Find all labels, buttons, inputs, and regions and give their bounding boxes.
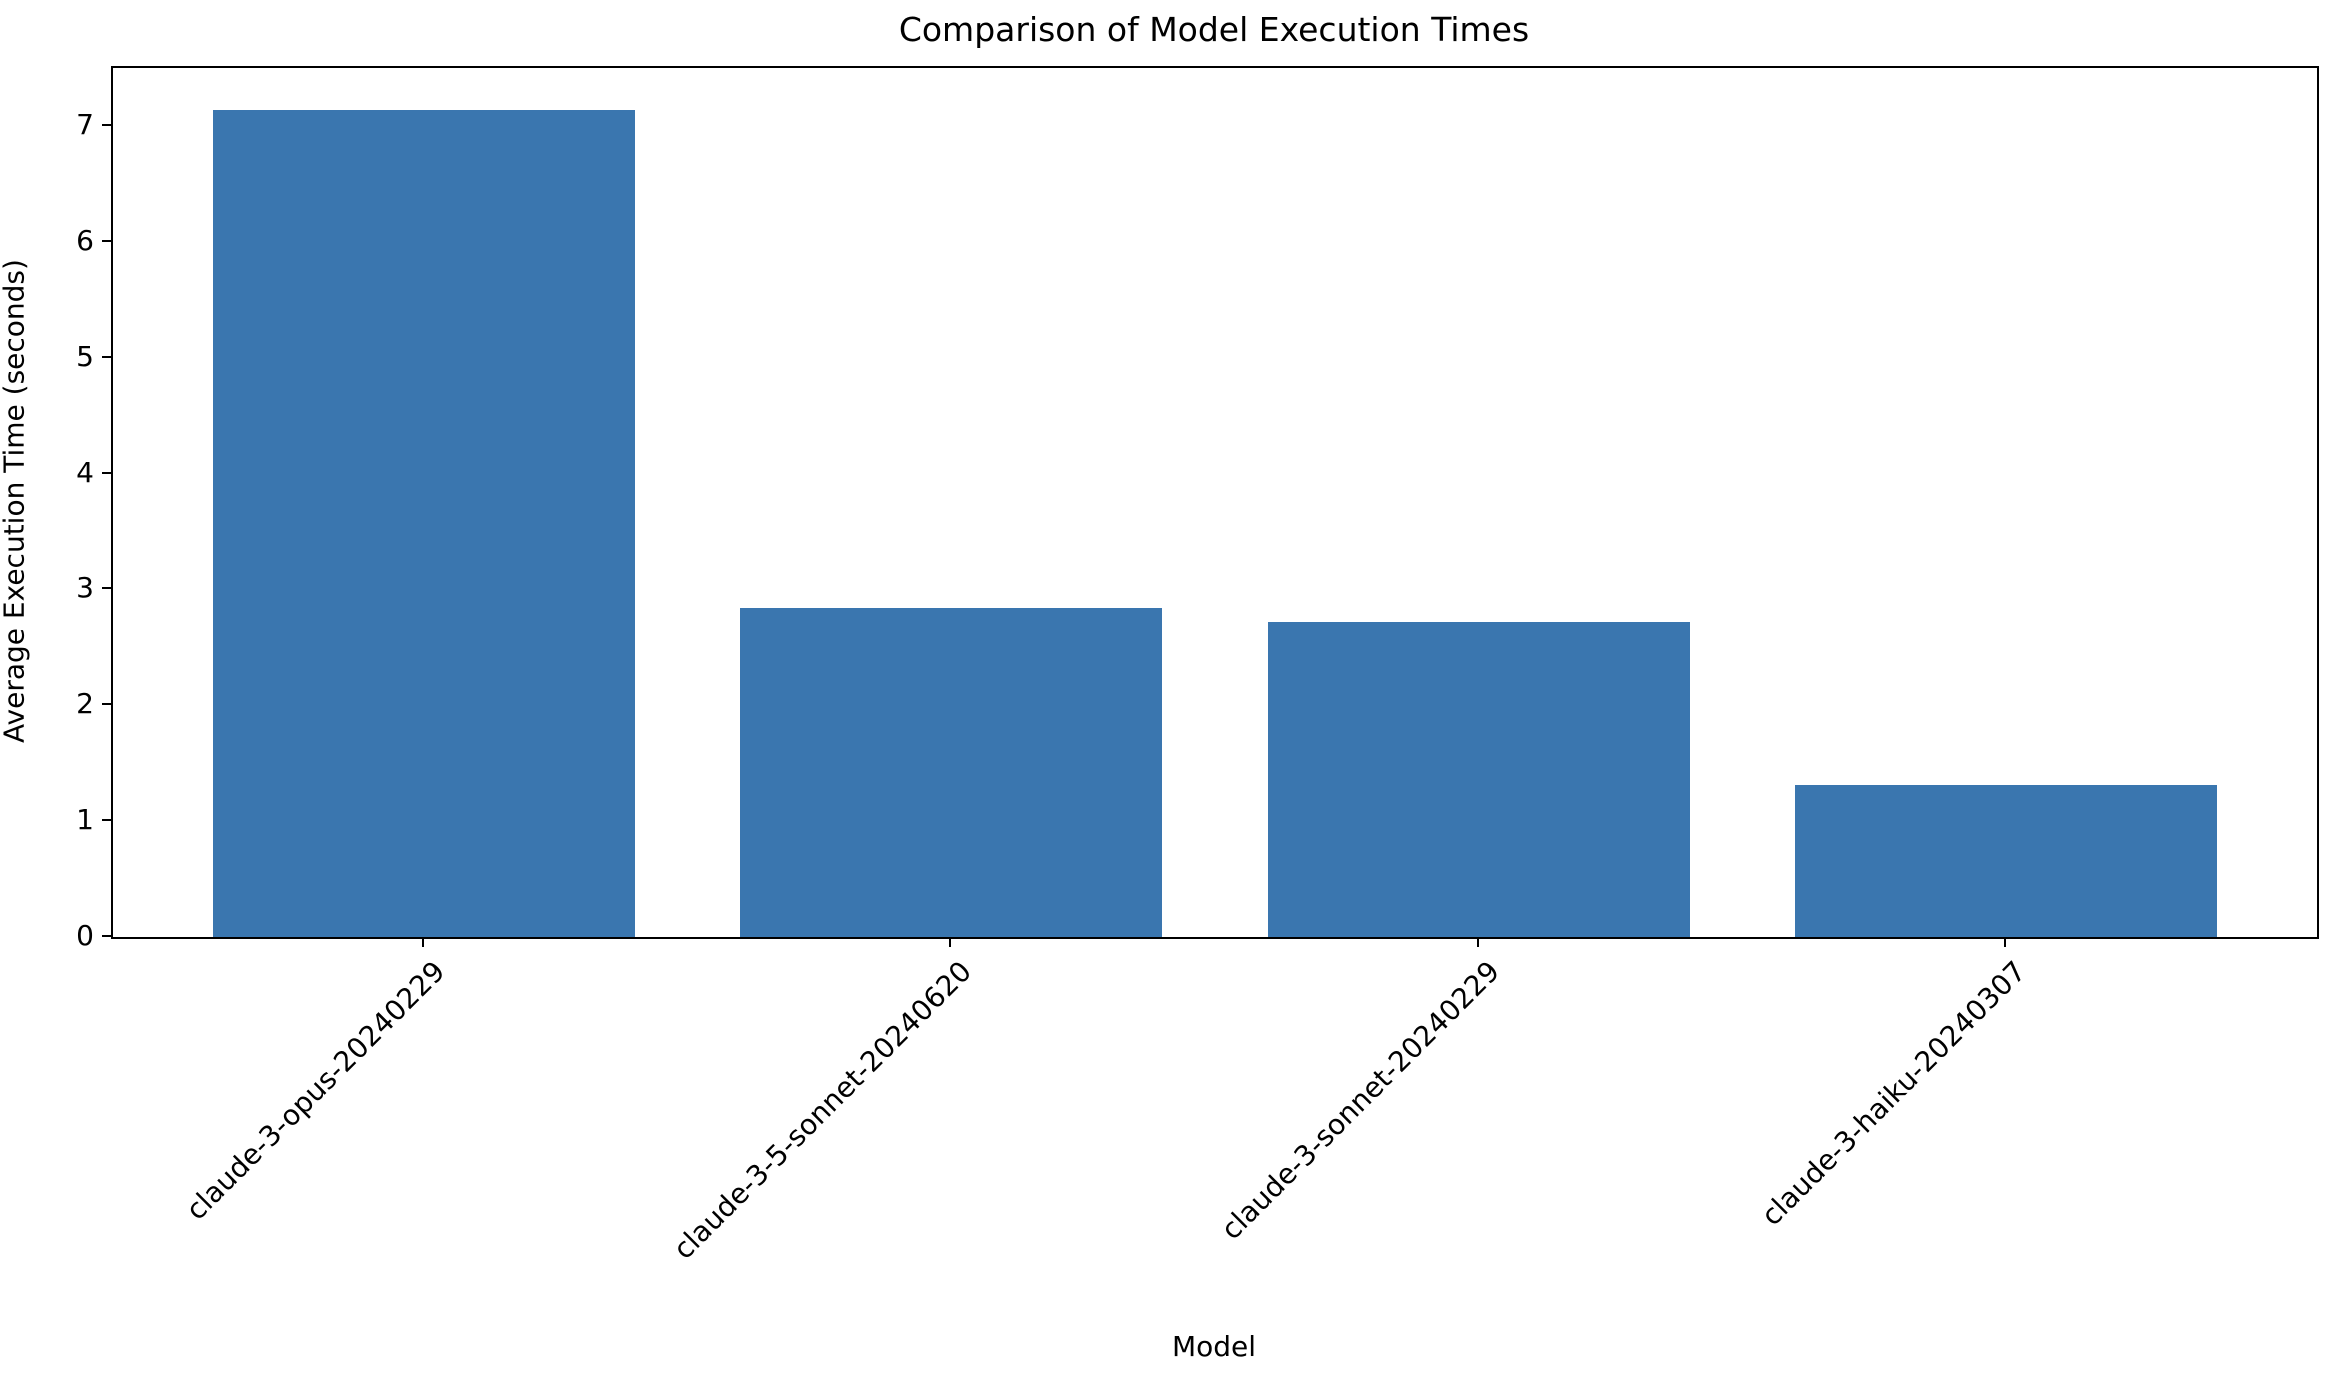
x-tick-label: claude-3-sonnet-20240229: [1214, 954, 1506, 1247]
y-tick-mark: [102, 240, 112, 242]
y-tick-label: 2: [76, 687, 94, 720]
y-tick-label: 5: [76, 340, 94, 373]
y-tick-label: 1: [76, 803, 94, 836]
y-tick-mark: [102, 587, 112, 589]
bar-claude-3-haiku-20240307: [1795, 785, 2217, 937]
y-tick-label: 0: [76, 919, 94, 952]
x-tick-label: claude-3-opus-20240229: [179, 954, 451, 1227]
x-tick-mark: [2004, 937, 2006, 947]
y-tick-mark: [102, 124, 112, 126]
y-tick-label: 4: [76, 456, 94, 489]
y-tick-mark: [102, 819, 112, 821]
y-tick-mark: [102, 703, 112, 705]
x-tick-mark: [422, 937, 424, 947]
y-axis-label-text: Average Execution Time (seconds): [0, 259, 31, 743]
plot-area: [111, 66, 2319, 939]
y-tick-label: 7: [76, 108, 94, 141]
x-tick-label: claude-3-haiku-20240307: [1755, 954, 2033, 1233]
x-tick-mark: [949, 937, 951, 947]
y-tick-mark: [102, 472, 112, 474]
y-tick-label: 3: [76, 571, 94, 604]
x-axis-label: Model: [1171, 1330, 1257, 1363]
y-tick-label: 6: [76, 224, 94, 257]
bar-claude-3-sonnet-20240229: [1268, 622, 1690, 937]
y-tick-mark: [102, 356, 112, 358]
x-tick-mark: [1477, 937, 1479, 947]
bar-claude-3-opus-20240229: [213, 110, 635, 937]
chart-title: Comparison of Model Execution Times: [898, 10, 1530, 49]
bar-claude-3-5-sonnet-20240620: [740, 608, 1162, 937]
x-tick-label: claude-3-5-sonnet-20240620: [666, 954, 978, 1266]
y-tick-mark: [102, 935, 112, 937]
